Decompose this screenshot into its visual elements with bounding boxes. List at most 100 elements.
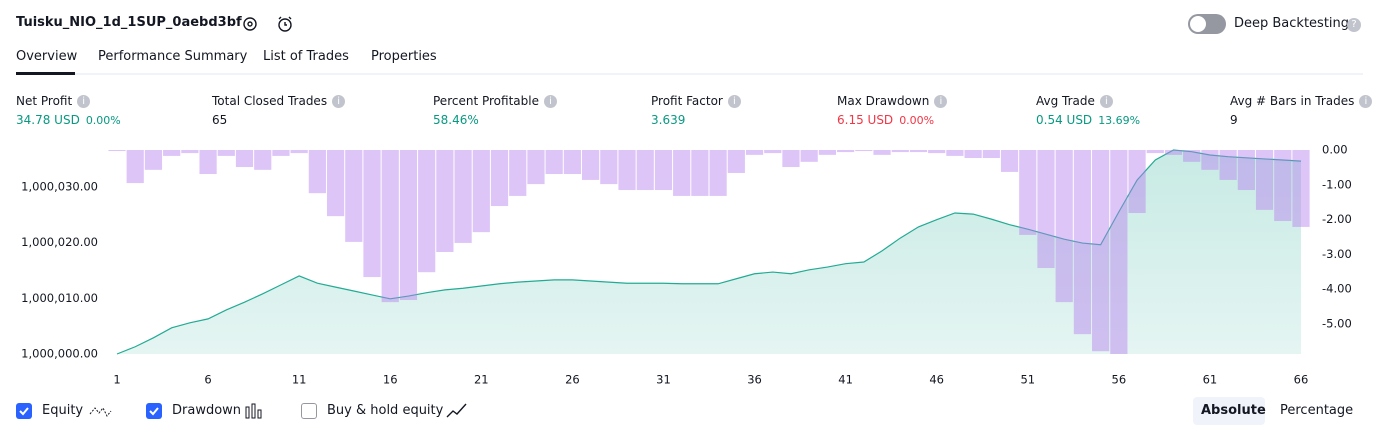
drawdown-bar [418,150,436,273]
y2-tick-label: -4.00 [1322,282,1352,296]
header-icons[interactable] [240,14,300,34]
x-tick-label: 46 [929,373,944,387]
metric-value: 34.78 USD 0.00% [16,113,121,127]
drawdown-bar [1237,150,1255,191]
info-icon[interactable]: i [332,95,346,108]
drawdown-bar [1110,150,1128,354]
drawdown-bar [837,150,855,153]
metric-value: 6.15 USD 0.00% [837,113,934,127]
metric-percent: 0.00% [85,114,121,127]
drawdown-bar [764,150,782,154]
metric-value: 9 [1230,113,1238,127]
drawdown-bar [181,150,199,154]
metric-name: Percent Profitable [433,94,539,108]
drawdown-bar [1219,150,1237,180]
equity-line [116,149,1302,355]
drawdown-bar [1183,150,1201,162]
drawdown-bar [399,150,418,301]
checkbox[interactable] [16,403,32,419]
y2-tick-label: -1.00 [1322,177,1352,191]
drawdown-bar [490,150,509,207]
legend-label[interactable]: Drawdown [172,403,242,418]
drawdown-bar [1037,150,1055,269]
y2-tick-label: -3.00 [1322,247,1352,261]
metric-number: 34.78 USD [16,113,80,127]
drawdown-bar [1128,150,1146,214]
drawdown-bar [381,150,399,303]
metric-number: 0.54 USD [1036,113,1093,127]
y2-tick-label: -2.00 [1322,212,1352,226]
metric-number: 65 [212,113,228,127]
info-icon[interactable]: i [934,95,948,108]
x-tick-label: 41 [838,373,853,387]
drawdown-bar [1000,150,1019,172]
drawdown-bar [308,150,326,194]
metric-label: Max Drawdown i [837,94,948,108]
drawdown-bar [563,150,581,175]
metric-percent: 0.00% [899,114,935,127]
drawdown-bar [745,150,764,155]
y2-tick-label: 0.00 [1322,143,1348,157]
metric-value: 58.46% [433,113,479,127]
drawdown-bar [199,150,217,175]
drawdown-bar [144,150,163,170]
metric-number: 9 [1230,113,1238,127]
info-icon[interactable]: i [543,95,557,108]
drawdown-bar [345,150,363,242]
checkbox[interactable] [146,403,162,419]
metric-name: Max Drawdown [837,94,930,108]
drawdown-bar [235,150,254,168]
drawdown-bar [818,150,837,155]
metric-name: Profit Factor [651,94,723,108]
info-icon[interactable]: i [1359,95,1373,108]
info-icon[interactable]: i [77,95,91,108]
drawdown-bar [1201,150,1219,170]
metric-label: Profit Factor i [651,94,741,108]
x-tick-label: 11 [292,373,307,387]
drawdown-bar [126,150,144,184]
drawdown-bar [363,150,381,278]
tab[interactable]: Properties [371,49,437,64]
drawdown-bar [1255,150,1274,210]
tab-underline [16,72,75,75]
x-tick-label: 21 [474,373,489,387]
metric-label: Percent Profitable i [433,94,557,108]
drawdown-bar [800,150,818,162]
y-tick-label: 1,000,020.00 [21,235,98,249]
drawdown-bar [1274,150,1292,222]
drawdown-bar [1292,150,1310,227]
x-tick-label: 66 [1294,373,1309,387]
x-tick-label: 16 [383,373,398,387]
mode-button[interactable]: Absolute [1201,403,1266,418]
metric-name: Total Closed Trades [212,94,328,108]
drawdown-bar [1092,150,1110,352]
drawdown-bar [1019,150,1037,235]
metric-label: Net Profit i [16,94,91,108]
x-tick-label: 26 [565,373,580,387]
tab[interactable]: List of Trades [263,49,349,64]
legend-label[interactable]: Equity [42,403,84,418]
drawdown-bar [290,150,308,154]
metric-value: 3.639 [651,113,685,127]
info-icon[interactable]: i [1099,95,1113,108]
metric-number: 6.15 USD [837,113,894,127]
drawdown-bar [272,150,290,156]
legend-label[interactable]: Buy & hold equity [327,403,444,418]
metric-number: 58.46% [433,113,479,127]
mode-button[interactable]: Percentage [1280,403,1354,418]
checkbox[interactable] [301,403,317,419]
toggle[interactable] [1188,14,1226,34]
drawdown-bar [1146,150,1164,154]
drawdown-bar [581,150,600,180]
metric-name: Net Profit [16,94,73,108]
help-icon[interactable]: ? [1347,18,1361,32]
drawdown-bar [600,150,618,185]
equity-area [117,150,1301,354]
metric-label: Avg # Bars in Trades i [1230,94,1373,108]
info-icon[interactable]: i [727,95,741,108]
drawdown-bar [709,150,727,196]
y-tick-label: 1,000,000.00 [21,347,98,361]
tab[interactable]: Performance Summary [98,49,248,64]
tab[interactable]: Overview [16,49,78,64]
drawdown-bar [654,150,673,191]
